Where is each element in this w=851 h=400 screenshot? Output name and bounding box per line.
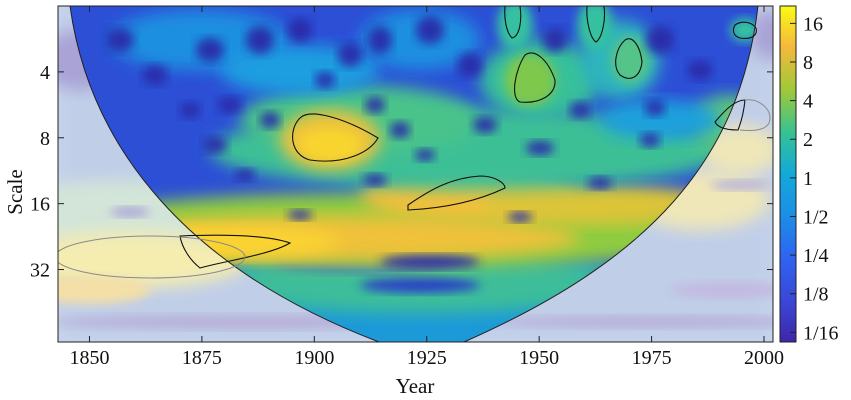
x-tick-label: 2000 bbox=[744, 347, 784, 369]
colorbar-tick-label: 2 bbox=[803, 129, 813, 151]
contour-1875 bbox=[179, 234, 292, 269]
y-tick-label: 4 bbox=[40, 62, 50, 84]
colorbar-tick-label: 16 bbox=[803, 13, 823, 35]
x-tick-label: 1950 bbox=[519, 347, 559, 369]
colorbar-tick-label: 1/8 bbox=[803, 284, 829, 306]
faded-contours bbox=[58, 99, 771, 279]
colorbar-tick-label: 4 bbox=[803, 91, 813, 113]
contour-1900 bbox=[292, 113, 379, 162]
faded-contour-2000 bbox=[739, 99, 771, 131]
x-axis-title: Year bbox=[396, 374, 435, 398]
significance-contours bbox=[179, 6, 757, 269]
contour-1935 bbox=[407, 175, 506, 211]
colorbar-gradient bbox=[779, 5, 797, 343]
y-tick-label: 32 bbox=[30, 260, 50, 282]
contour-1996-top bbox=[732, 21, 757, 39]
x-axis: 1850 1875 1900 1925 1950 1975 2000 bbox=[69, 6, 784, 369]
x-tick-label: 1900 bbox=[294, 347, 334, 369]
coi-boundary bbox=[69, 6, 759, 342]
y-axis-title: Scale bbox=[3, 169, 27, 214]
x-tick-label: 1850 bbox=[69, 347, 109, 369]
contour-1948 bbox=[514, 52, 556, 103]
y-tick-label: 8 bbox=[40, 128, 50, 150]
contour-1993 bbox=[714, 99, 746, 131]
colorbar-ticks: 16 8 4 2 1 1/2 1/4 1/8 1/16 bbox=[790, 13, 839, 344]
y-tick-label: 16 bbox=[30, 194, 50, 216]
x-tick-label: 1875 bbox=[182, 347, 222, 369]
colorbar-tick-label: 1/2 bbox=[803, 206, 829, 228]
x-tick-label: 1925 bbox=[407, 347, 447, 369]
y-axis: 4 8 16 32 bbox=[30, 62, 773, 282]
colorbar-tick-label: 1 bbox=[803, 168, 813, 190]
contour-1970 bbox=[615, 38, 643, 79]
contour-1945-top bbox=[504, 6, 522, 39]
colorbar-tick-label: 8 bbox=[803, 52, 813, 74]
plot-area bbox=[58, 6, 773, 342]
plot-frame bbox=[57, 5, 774, 343]
contour-1962-top bbox=[586, 6, 606, 43]
x-tick-label: 1975 bbox=[632, 347, 672, 369]
faded-contour-1860 bbox=[58, 235, 246, 279]
colorbar-tick-label: 1/16 bbox=[803, 322, 839, 344]
colorbar-tick-label: 1/4 bbox=[803, 245, 829, 267]
colorbar: 16 8 4 2 1 1/2 1/4 1/8 1/16 bbox=[779, 5, 839, 344]
